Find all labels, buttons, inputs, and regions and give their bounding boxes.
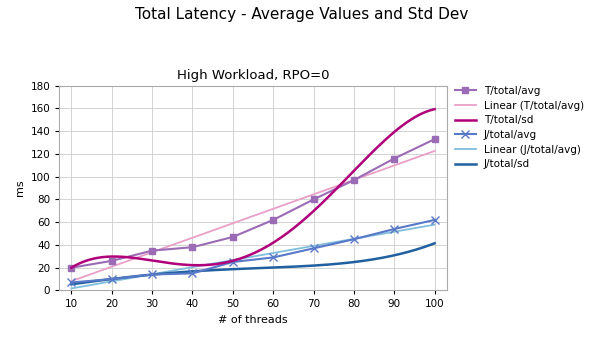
- Linear (J/total/avg): [431, 223, 439, 227]
- J/total/sd: [431, 241, 439, 245]
- Text: Total Latency - Average Values and Std Dev: Total Latency - Average Values and Std D…: [135, 7, 469, 22]
- Line: T/total/sd: T/total/sd: [71, 109, 435, 268]
- T/total/sd: [68, 266, 75, 270]
- Line: Linear (T/total/avg): Linear (T/total/avg): [71, 151, 435, 281]
- Linear (J/total/avg): [350, 237, 358, 241]
- Linear (J/total/avg): [391, 230, 398, 234]
- J/total/avg: [350, 237, 358, 241]
- T/total/avg: [310, 198, 317, 202]
- T/total/sd: [290, 226, 297, 230]
- J/total/sd: [374, 257, 381, 261]
- Y-axis label: ms: ms: [15, 180, 25, 197]
- J/total/avg: [431, 218, 439, 222]
- T/total/sd: [283, 232, 290, 236]
- T/total/sd: [374, 145, 381, 149]
- J/total/avg: [269, 255, 277, 259]
- Linear (T/total/avg): [108, 265, 115, 269]
- Linear (J/total/avg): [68, 286, 75, 290]
- J/total/sd: [69, 282, 76, 286]
- J/total/avg: [68, 280, 75, 285]
- Linear (J/total/avg): [149, 272, 156, 276]
- J/total/avg: [149, 272, 156, 276]
- Line: T/total/avg: T/total/avg: [68, 136, 438, 271]
- T/total/avg: [108, 259, 115, 263]
- Line: Linear (J/total/avg): Linear (J/total/avg): [71, 225, 435, 288]
- Linear (T/total/avg): [350, 178, 358, 182]
- J/total/sd: [283, 265, 290, 269]
- Linear (T/total/avg): [189, 236, 196, 240]
- T/total/avg: [68, 266, 75, 270]
- T/total/sd: [397, 125, 404, 129]
- T/total/avg: [229, 235, 236, 239]
- Line: J/total/avg: J/total/avg: [68, 216, 439, 286]
- T/total/avg: [189, 245, 196, 249]
- J/total/avg: [391, 227, 398, 231]
- T/total/avg: [350, 178, 358, 182]
- T/total/sd: [69, 265, 76, 269]
- Linear (T/total/avg): [431, 149, 439, 153]
- Line: J/total/sd: J/total/sd: [71, 243, 435, 284]
- J/total/avg: [229, 260, 236, 264]
- J/total/sd: [284, 265, 291, 269]
- Linear (T/total/avg): [149, 250, 156, 254]
- Linear (J/total/avg): [229, 258, 236, 262]
- T/total/avg: [391, 156, 398, 160]
- J/total/sd: [290, 265, 297, 269]
- Linear (T/total/avg): [229, 221, 236, 225]
- T/total/avg: [149, 249, 156, 253]
- J/total/avg: [189, 271, 196, 275]
- X-axis label: # of threads: # of threads: [218, 315, 288, 325]
- T/total/sd: [284, 231, 291, 235]
- Legend: T/total/avg, Linear (T/total/avg), T/total/sd, J/total/avg, Linear (J/total/avg): T/total/avg, Linear (T/total/avg), T/tot…: [451, 82, 588, 173]
- Linear (T/total/avg): [68, 279, 75, 283]
- J/total/sd: [68, 282, 75, 286]
- Title: High Workload, RPO=0: High Workload, RPO=0: [177, 69, 329, 82]
- T/total/avg: [269, 218, 277, 222]
- Linear (J/total/avg): [108, 279, 115, 283]
- T/total/avg: [431, 137, 439, 141]
- J/total/avg: [108, 277, 115, 281]
- Linear (J/total/avg): [189, 265, 196, 269]
- T/total/sd: [431, 107, 439, 111]
- J/total/sd: [397, 252, 404, 256]
- Linear (T/total/avg): [391, 164, 398, 168]
- Linear (T/total/avg): [310, 192, 317, 197]
- J/total/avg: [310, 246, 317, 250]
- Linear (T/total/avg): [269, 207, 277, 211]
- Linear (J/total/avg): [269, 251, 277, 255]
- Linear (J/total/avg): [310, 244, 317, 248]
